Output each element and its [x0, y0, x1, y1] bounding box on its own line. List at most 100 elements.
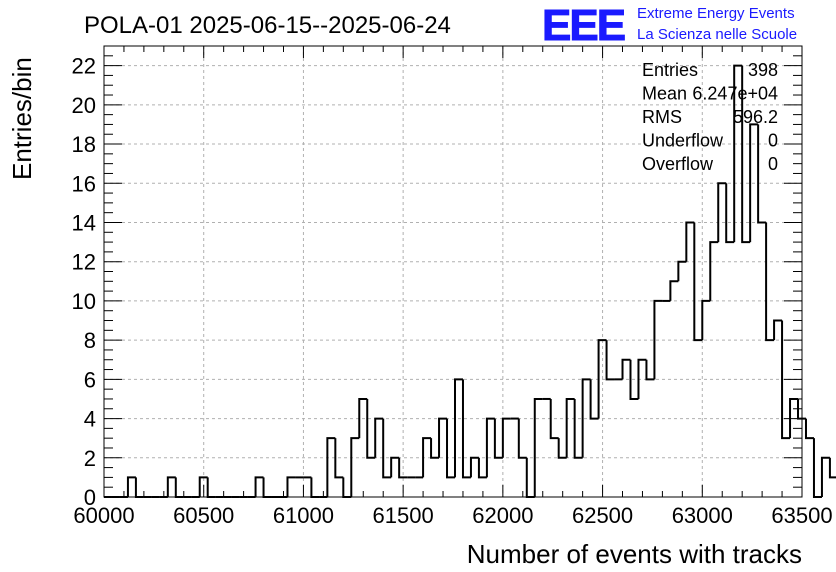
histogram-bin: [206, 477, 216, 498]
y-tick-label: 18: [72, 132, 96, 157]
histogram-bin: [374, 417, 384, 458]
histogram-bin: [382, 418, 392, 479]
histogram-bin: [557, 438, 567, 459]
x-tick-label: 60500: [173, 503, 234, 528]
histogram-bin: [717, 182, 727, 243]
histogram-bin: [533, 397, 543, 497]
histogram-bars: [104, 64, 836, 498]
x-tick-label: 61500: [373, 503, 434, 528]
x-tick-labels: 60000 60500 61000 61500 62000 62500 63000 63500: [73, 503, 832, 528]
eee-logo-line1: Extreme Energy Events: [637, 5, 795, 22]
histogram-bin: [430, 438, 440, 459]
stats-label: Overflow: [642, 154, 714, 174]
y-tick-label: 0: [84, 485, 96, 510]
histogram-bin: [310, 477, 320, 498]
y-tick-label: 10: [72, 289, 96, 314]
histogram-bin: [820, 456, 830, 497]
y-tick-labels: 0 2 4 6 8 10 12 14 16 18 20 22: [72, 54, 96, 510]
stats-label: RMS: [642, 107, 682, 127]
histogram-bin: [517, 418, 527, 459]
grid-lines: [104, 46, 802, 497]
histogram-bin: [461, 379, 471, 479]
histogram-bin: [629, 359, 639, 400]
histogram-bin: [701, 299, 711, 341]
histogram-bin: [781, 320, 791, 440]
histogram-bin: [749, 123, 759, 243]
histogram-bin: [485, 417, 495, 478]
histogram-bin: [828, 457, 836, 479]
y-tick-label: 14: [72, 210, 96, 235]
histogram-bin: [174, 477, 184, 498]
histogram-bin: [685, 221, 695, 262]
histogram-bin: [565, 397, 575, 458]
x-tick-label: 62500: [572, 503, 633, 528]
histogram-bin: [166, 476, 176, 497]
y-tick-label: 20: [72, 93, 96, 118]
histogram-bin: [757, 124, 767, 224]
histogram-bin: [645, 359, 655, 381]
histogram-bin: [198, 476, 208, 497]
histogram-bin: [597, 339, 607, 419]
x-tick-label: 61000: [273, 503, 334, 528]
histogram-bin: [677, 260, 687, 282]
histogram-bin: [350, 437, 360, 497]
y-axis-label: Entries/bin: [7, 57, 37, 180]
histogram-bin: [812, 438, 822, 498]
eee-logo: EEE Extreme Energy Events La Scienza nel…: [542, 1, 798, 51]
histogram-bin: [804, 418, 814, 440]
histogram-bin: [549, 398, 559, 440]
y-tick-label: 12: [72, 250, 96, 275]
histogram-bin: [653, 299, 663, 380]
eee-logo-line2: La Scienza nelle Scuole: [637, 26, 797, 43]
y-tick-label: 8: [84, 328, 96, 353]
y-tick-label: 2: [84, 446, 96, 471]
histogram-bin: [398, 457, 408, 479]
histogram-bin: [605, 340, 615, 381]
y-tick-label: 4: [84, 407, 96, 432]
histogram-bin: [477, 457, 487, 479]
histogram-bin: [501, 417, 511, 458]
histogram-bin: [326, 437, 336, 497]
x-tick-label: 63000: [672, 503, 733, 528]
y-tick-label: 6: [84, 367, 96, 392]
histogram-bin: [493, 418, 503, 459]
plot-frame: [103, 45, 803, 498]
eee-logo-mark: EEE: [542, 1, 625, 50]
chart-title: POLA-01 2025-06-15--2025-06-24: [84, 12, 451, 39]
histogram-bin: [693, 222, 703, 342]
histogram-bin: [126, 476, 136, 497]
stats-value: 596.2: [733, 107, 778, 127]
y-tick-label: 22: [72, 54, 96, 79]
histogram-bin: [725, 183, 735, 244]
stats-value: 0: [768, 131, 778, 151]
histogram-bin: [637, 358, 647, 399]
histogram-bin: [525, 457, 535, 498]
histogram-bin: [773, 319, 783, 341]
x-tick-label: 62000: [472, 503, 533, 528]
histogram-bin: [438, 417, 448, 458]
axes: [103, 45, 803, 498]
histogram-bin: [733, 64, 743, 243]
histogram-bin: [262, 477, 272, 498]
histogram-bin: [765, 222, 775, 342]
histogram-bin: [621, 358, 631, 380]
stats-label: Underflow: [642, 131, 724, 151]
stats-box: Entries 398 Mean 6.247e+04 RMS 596.2 Underflow…: [642, 60, 778, 174]
histogram-bin: [453, 378, 463, 478]
stats-value: 398: [748, 60, 778, 80]
x-tick-label: 60000: [73, 503, 134, 528]
histogram-bin: [286, 476, 296, 497]
histogram-bin: [709, 241, 719, 301]
y-tick-label: 16: [72, 171, 96, 196]
histogram-bin: [741, 65, 751, 244]
histogram-bin: [446, 418, 455, 479]
histogram-bin: [669, 280, 679, 301]
histogram-bin: [422, 437, 432, 478]
histogram-bin: [390, 456, 400, 478]
stats-label: Entries: [642, 60, 698, 80]
histogram-bin: [581, 378, 591, 458]
histogram-bin: [469, 456, 479, 478]
stats-label: Mean: [642, 84, 687, 104]
